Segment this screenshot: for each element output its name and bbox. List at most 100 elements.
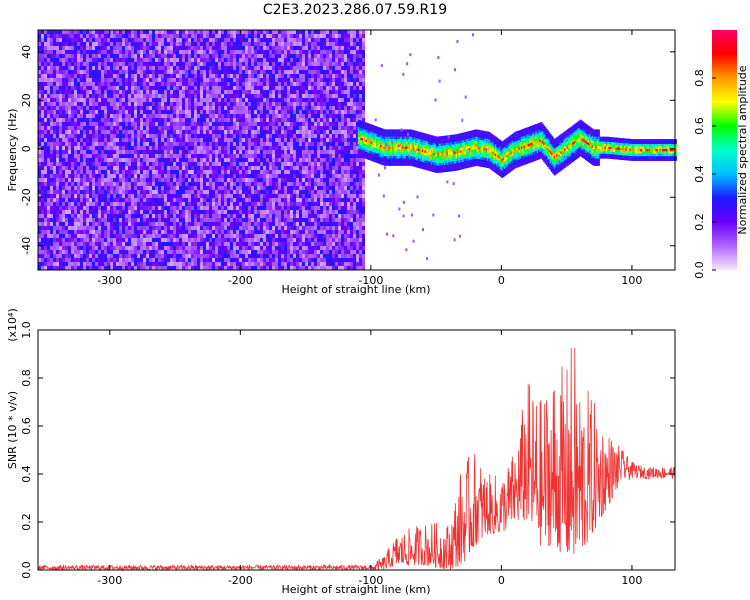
spectrogram-cell — [206, 214, 209, 218]
spectrogram-cell — [65, 62, 68, 66]
spectrogram-cell — [173, 190, 176, 194]
spectrogram-cell — [263, 126, 266, 130]
spectrogram-cell — [71, 226, 74, 230]
spectrogram-cell — [113, 246, 116, 250]
spectrogram-cell — [71, 78, 74, 82]
spectrogram-cell — [263, 70, 266, 74]
spectrogram-cell — [269, 206, 272, 210]
spectrogram-cell — [221, 170, 224, 174]
spectrogram-cell — [44, 142, 47, 146]
spectrogram-cell — [98, 226, 101, 230]
spectrogram-cell — [161, 54, 164, 58]
spectrogram-cell — [137, 170, 140, 174]
spectrogram-cell — [242, 262, 245, 266]
spectrogram-cell — [260, 62, 263, 66]
spectrogram-cell — [140, 90, 143, 94]
spectrogram-cell — [266, 46, 269, 50]
spectrogram-cell — [191, 190, 194, 194]
spectrogram-cell — [77, 38, 80, 42]
spectrogram-cell — [248, 178, 251, 182]
spectrogram-cell — [182, 202, 185, 206]
spectrogram-cell — [98, 54, 101, 58]
spectrogram-cell — [140, 126, 143, 130]
spectrogram-cell — [251, 90, 254, 94]
spectrogram-cell — [71, 202, 74, 206]
spectrogram-cell — [95, 134, 98, 138]
spectrogram-cell — [263, 134, 266, 138]
spectrogram-cell — [101, 38, 104, 42]
spectrogram-cell — [275, 34, 278, 38]
spectrogram-cell — [260, 82, 263, 86]
spectrogram-cell — [80, 110, 83, 114]
spectrogram-cell — [107, 70, 110, 74]
spectrogram-cell — [65, 202, 68, 206]
spectrogram-cell — [152, 198, 155, 202]
spectrogram-cell — [266, 206, 269, 210]
spectrogram-cell — [101, 218, 104, 222]
spectrogram-cell — [131, 238, 134, 242]
spectrogram-cell — [77, 102, 80, 106]
spectrogram-cell — [158, 30, 161, 34]
spectrogram-cell — [188, 250, 191, 254]
spectrogram-cell — [245, 46, 248, 50]
spectrogram-cell — [59, 118, 62, 122]
spectrogram-cell — [233, 62, 236, 66]
spectrogram-cell — [248, 30, 251, 34]
spectrogram-cell — [113, 266, 116, 270]
spectrogram-cell — [260, 102, 263, 106]
spectrogram-cell — [77, 46, 80, 50]
spectrogram-cell — [125, 162, 128, 166]
spectrogram-cell — [257, 98, 260, 102]
spectrogram-cell — [215, 122, 218, 126]
spectrogram-cell — [248, 70, 251, 74]
spectrogram-cell — [215, 222, 218, 226]
spectrogram-cell — [38, 158, 41, 162]
spectrogram-cell — [95, 210, 98, 214]
spectrogram-cell — [170, 194, 173, 198]
spectrogram-cell — [170, 134, 173, 138]
spectrogram-cell — [77, 118, 80, 122]
spectrogram-cell — [179, 138, 182, 142]
spectrogram-cell — [233, 170, 236, 174]
spectrogram-cell — [194, 166, 197, 170]
spectrogram-cell — [110, 142, 113, 146]
spectrogram-cell — [125, 66, 128, 70]
spectrogram-cell — [83, 198, 86, 202]
spectrogram-cell — [257, 94, 260, 98]
spectrogram-cell — [254, 158, 257, 162]
spectrogram-cell — [119, 162, 122, 166]
spectrogram-cell — [191, 182, 194, 186]
spectrogram-cell — [104, 178, 107, 182]
spectrogram-cell — [110, 226, 113, 230]
spectrogram-cell — [233, 178, 236, 182]
spectrogram-cell — [86, 98, 89, 102]
spectrogram-cell — [176, 98, 179, 102]
spectrogram-cell — [269, 30, 272, 34]
spectrogram-cell — [155, 98, 158, 102]
spectrogram-cell — [83, 78, 86, 82]
spectrogram-cell — [128, 74, 131, 78]
spectrogram-cell — [227, 146, 230, 150]
spectrogram-cell — [161, 238, 164, 242]
spectrogram-cell — [68, 226, 71, 230]
spectrogram-cell — [170, 66, 173, 70]
spectrogram-cell — [287, 90, 290, 94]
spectrogram-cell — [170, 222, 173, 226]
spectrogram-cell — [74, 194, 77, 198]
spectrogram-cell — [245, 246, 248, 250]
spectrogram-cell — [56, 250, 59, 254]
spectrogram-cell — [65, 126, 68, 130]
spectrogram-cell — [176, 82, 179, 86]
spectrogram-cell — [131, 42, 134, 46]
spectrogram-cell — [233, 158, 236, 162]
spectrogram-cell — [56, 114, 59, 118]
spectrogram-cell — [275, 102, 278, 106]
spectrogram-cell — [98, 94, 101, 98]
spectrogram-cell — [269, 210, 272, 214]
spectrogram-cell — [104, 146, 107, 150]
spectrogram-cell — [38, 262, 41, 266]
spectrogram-cell — [110, 106, 113, 110]
spectrogram-cell — [197, 170, 200, 174]
spectrogram-cell — [203, 242, 206, 246]
spectrogram-cell — [110, 90, 113, 94]
